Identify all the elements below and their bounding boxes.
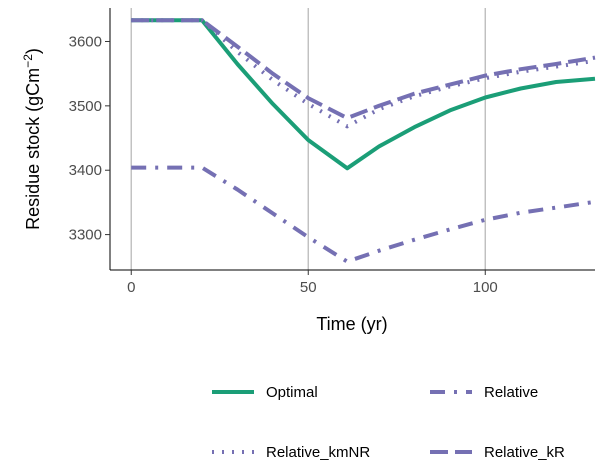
ticks: 0 50 100 3300 3400 3500 3600 (69, 33, 498, 296)
series-line-optimal (131, 18, 596, 171)
series-line-relative (131, 165, 596, 264)
series-lines (131, 18, 596, 264)
x-tick-label: 50 (300, 279, 317, 296)
y-axis-title-close: ) (23, 48, 43, 54)
x-tick-label: 0 (127, 279, 135, 296)
legend-label: Optimal (266, 384, 318, 401)
y-tick-label: 3400 (69, 162, 102, 179)
x-tick-label: 100 (473, 279, 498, 296)
y-axis-title-superscript: −2 (21, 54, 35, 68)
y-axis-title: Residue stock (gCm−2) (21, 48, 43, 230)
legend-label: Relative_kR (484, 444, 565, 461)
series-line-relative-kr (131, 18, 596, 121)
legend-label: Relative (484, 384, 538, 401)
legend-label: Relative_kmNR (266, 444, 370, 461)
legend: Optimal Relative Relative_kmNR Relative_kR (212, 384, 565, 461)
y-axis-title-main: Residue stock (gCm (23, 68, 43, 230)
y-tick-label: 3500 (69, 98, 102, 115)
y-tick-label: 3600 (69, 33, 102, 50)
x-axis-title: Time (yr) (316, 314, 387, 334)
axes (109, 8, 595, 271)
y-tick-label: 3300 (69, 227, 102, 244)
